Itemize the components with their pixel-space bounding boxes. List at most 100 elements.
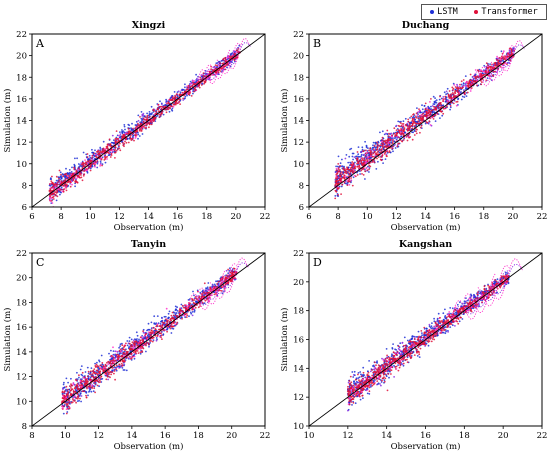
point-transformer <box>114 157 116 159</box>
point-lstm <box>152 339 155 341</box>
point-transformer <box>414 124 416 127</box>
point-lstm <box>91 151 93 154</box>
point-transformer <box>430 109 433 112</box>
point-transformer <box>369 153 372 156</box>
point-lstm <box>337 155 340 158</box>
point-transformer <box>426 121 429 124</box>
point-transformer <box>193 80 196 82</box>
point-transformer <box>389 138 392 141</box>
excursion-line <box>226 37 251 70</box>
point-transformer <box>218 68 221 71</box>
point-lstm <box>60 176 63 179</box>
point-transformer <box>338 174 341 177</box>
y-tick-label: 16 <box>293 95 304 105</box>
point-lstm <box>115 369 118 372</box>
point-transformer <box>176 96 179 99</box>
point-transformer <box>94 382 96 385</box>
point-lstm <box>371 148 374 151</box>
point-lstm <box>183 89 186 91</box>
point-lstm <box>194 81 197 83</box>
point-transformer <box>338 182 340 185</box>
point-transformer <box>350 164 353 167</box>
x-tick-label: 8 <box>335 212 340 222</box>
x-tick-label: 14 <box>420 212 431 222</box>
point-lstm <box>340 185 343 188</box>
point-lstm <box>77 163 80 165</box>
point-transformer <box>85 394 87 397</box>
point-transformer <box>148 116 151 118</box>
point-transformer <box>111 149 114 152</box>
point-transformer <box>55 183 57 185</box>
point-transformer <box>440 103 442 106</box>
point-transformer <box>373 161 376 164</box>
point-transformer <box>432 115 434 118</box>
point-transformer <box>185 88 188 91</box>
point-lstm <box>346 182 349 184</box>
point-transformer <box>373 144 376 147</box>
point-transformer <box>56 189 59 192</box>
point-transformer <box>211 73 214 76</box>
point-lstm <box>88 154 91 157</box>
point-transformer <box>466 91 469 94</box>
point-transformer <box>465 81 467 84</box>
point-transformer <box>108 138 111 141</box>
point-transformer <box>57 181 59 184</box>
point-transformer <box>336 188 339 190</box>
point-transformer <box>474 76 477 79</box>
x-tick-label: 12 <box>114 212 125 222</box>
point-transformer <box>336 175 339 178</box>
point-transformer <box>110 154 113 157</box>
point-lstm <box>63 381 65 384</box>
point-transformer <box>453 84 456 86</box>
point-transformer <box>65 177 67 180</box>
point-transformer <box>81 390 84 393</box>
point-lstm <box>176 306 179 309</box>
point-transformer <box>415 132 418 135</box>
point-transformer <box>190 85 192 88</box>
point-transformer <box>483 73 486 76</box>
point-transformer <box>172 99 174 102</box>
point-lstm <box>338 185 341 188</box>
point-transformer <box>116 350 118 353</box>
point-transformer <box>141 127 143 130</box>
point-transformer <box>235 49 238 52</box>
excursion-line <box>186 288 214 312</box>
point-lstm <box>148 113 151 115</box>
point-lstm <box>352 158 354 161</box>
point-lstm <box>174 305 177 308</box>
point-lstm <box>360 153 363 156</box>
point-transformer <box>185 304 188 307</box>
point-lstm <box>364 140 366 143</box>
point-transformer <box>84 165 86 168</box>
point-transformer <box>466 82 469 85</box>
point-transformer <box>84 380 87 383</box>
point-transformer <box>96 384 99 387</box>
point-lstm <box>148 111 151 113</box>
point-transformer <box>142 118 145 120</box>
point-transformer <box>344 175 347 178</box>
point-transformer <box>59 181 62 184</box>
point-transformer <box>367 155 370 158</box>
point-lstm <box>463 96 466 98</box>
point-lstm <box>433 103 436 106</box>
point-transformer <box>53 192 55 195</box>
x-tick-label: 10 <box>362 212 373 222</box>
point-transformer <box>179 98 182 101</box>
point-transformer <box>174 94 177 97</box>
point-lstm <box>359 170 361 173</box>
point-transformer <box>108 152 110 155</box>
point-transformer <box>369 147 372 150</box>
point-transformer <box>405 124 408 127</box>
point-transformer <box>217 281 220 283</box>
point-transformer <box>95 153 98 156</box>
point-transformer <box>114 359 117 362</box>
y-tick-label: 10 <box>16 160 27 170</box>
point-transformer <box>381 148 383 150</box>
point-lstm <box>421 104 423 107</box>
point-transformer <box>179 103 182 105</box>
point-transformer <box>161 321 164 324</box>
point-lstm <box>435 101 438 104</box>
point-transformer <box>65 189 68 192</box>
point-transformer <box>105 156 107 159</box>
point-transformer <box>76 181 79 184</box>
